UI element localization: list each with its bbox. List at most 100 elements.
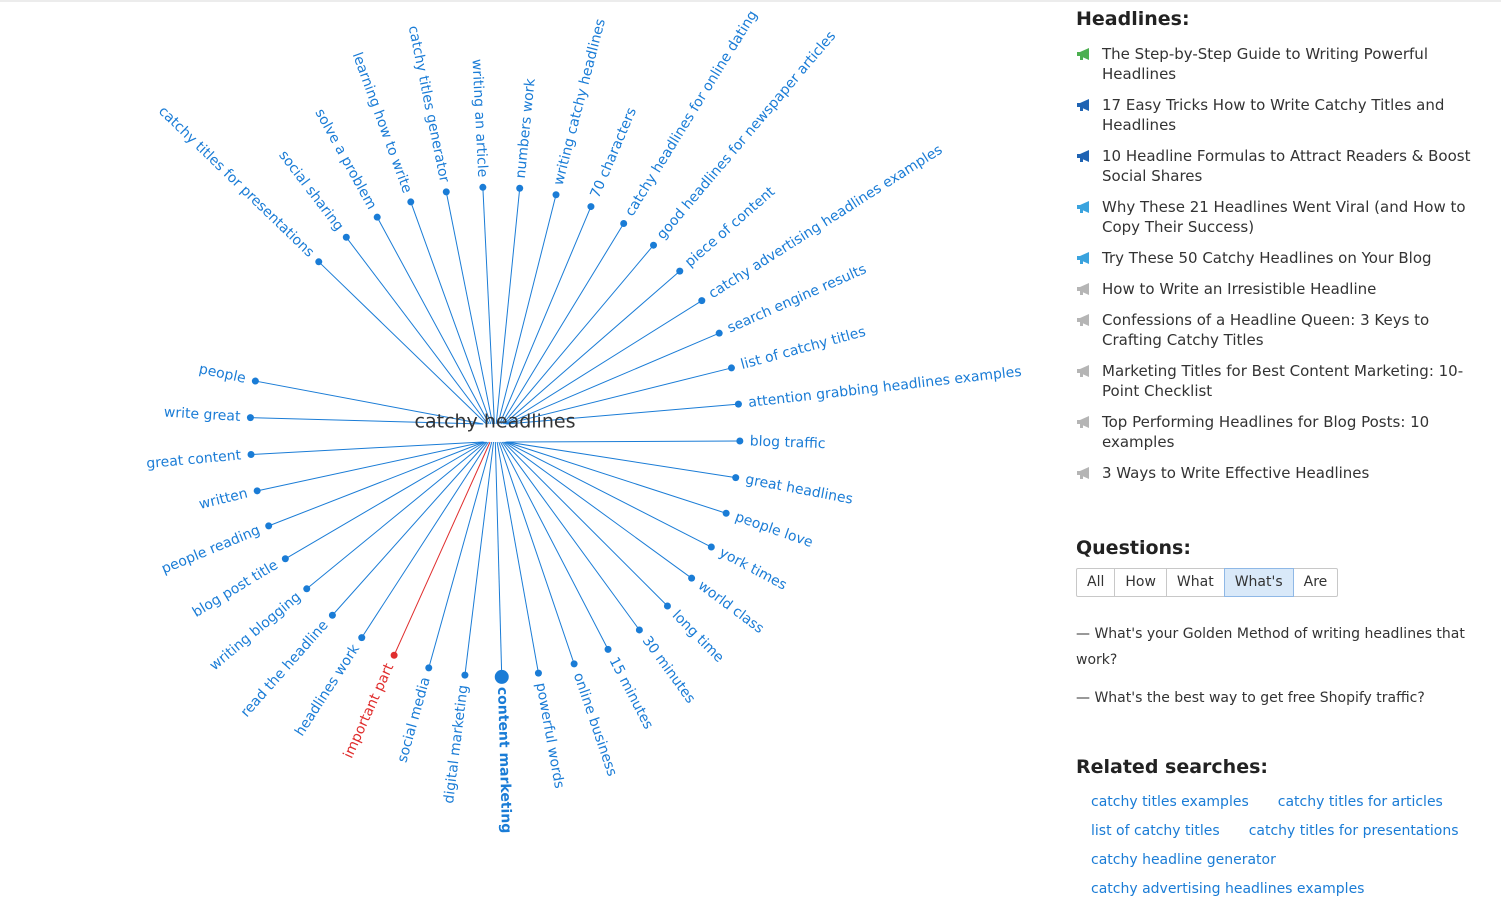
mindmap-node[interactable] [534, 669, 542, 677]
questions-panel: Questions: All How What What's Are — Wha… [1076, 537, 1476, 723]
headline-item[interactable]: 17 Easy Tricks How to Write Catchy Title… [1076, 95, 1476, 135]
mindmap-term[interactable]: world class [695, 578, 767, 637]
mindmap-node[interactable] [663, 602, 671, 610]
mindmap-node[interactable] [303, 585, 311, 593]
question-item[interactable]: — What's the best way to get free Shopif… [1076, 690, 1425, 706]
mindmap-node[interactable] [479, 183, 487, 191]
mindmap-term[interactable]: attention grabbing headlines examples [747, 364, 1022, 411]
mindmap-term[interactable]: blog traffic [750, 433, 826, 452]
mindmap-node[interactable] [727, 364, 735, 372]
mindmap-term[interactable]: great headlines [744, 472, 854, 508]
mindmap-node[interactable] [732, 474, 740, 482]
mindmap-term[interactable]: digital marketing [441, 684, 472, 804]
tab-all[interactable]: All [1076, 568, 1116, 597]
tab-how[interactable]: How [1114, 568, 1167, 597]
headline-item[interactable]: Confessions of a Headline Queen: 3 Keys … [1076, 310, 1476, 350]
mindmap-term[interactable]: 70 characters [587, 105, 640, 200]
mindmap-node[interactable] [251, 377, 259, 385]
mindmap-term[interactable]: catchy titles for presentations [155, 103, 317, 260]
mindmap-term[interactable]: written [197, 485, 249, 512]
mindmap-node[interactable] [604, 645, 612, 653]
mindmap-term[interactable]: people love [733, 509, 815, 551]
related-link[interactable]: list of catchy titles [1091, 823, 1220, 839]
mindmap-term[interactable]: important part [341, 661, 398, 761]
mindmap-term[interactable]: online business [570, 671, 620, 779]
mindmap-node[interactable] [676, 267, 684, 275]
mindmap-node[interactable] [715, 329, 723, 337]
related-link[interactable]: catchy titles for articles [1277, 794, 1443, 810]
mindmap-node[interactable] [635, 626, 643, 634]
mindmap-term[interactable]: numbers work [513, 77, 539, 179]
mindmap-term[interactable]: catchy titles generator [405, 24, 452, 184]
mindmap-node[interactable] [570, 660, 578, 668]
mindmap-node[interactable] [516, 184, 524, 192]
mindmap-term[interactable]: 30 minutes [639, 633, 698, 706]
mindmap-node[interactable] [552, 191, 560, 199]
blue-megaphone-icon [1077, 99, 1089, 111]
mindmap-node[interactable] [650, 241, 658, 249]
mindmap-term[interactable]: long time [669, 608, 727, 666]
related-link[interactable]: catchy titles for presentations [1248, 823, 1459, 839]
headline-item[interactable]: Top Performing Headlines for Blog Posts:… [1076, 412, 1476, 452]
mindmap-term[interactable]: 15 minutes [606, 655, 657, 732]
related-link[interactable]: catchy headline generator [1091, 852, 1276, 868]
mindmap-node[interactable] [358, 634, 366, 642]
mindmap-node[interactable] [442, 188, 450, 196]
mindmap-spoke [503, 441, 668, 607]
mindmap-term[interactable]: writing catchy headlines [551, 17, 609, 187]
mindmap-node[interactable] [246, 414, 254, 422]
mindmap-node[interactable] [461, 671, 469, 679]
mindmap-node[interactable] [587, 203, 595, 211]
mindmap-term[interactable]: york times [716, 545, 789, 594]
mindmap-spoke [445, 191, 494, 425]
tab-are[interactable]: Are [1292, 568, 1339, 597]
mindmap-node[interactable] [281, 555, 289, 563]
headline-item[interactable]: Why These 21 Headlines Went Viral (and H… [1076, 197, 1476, 237]
mindmap-term[interactable]: powerful words [532, 682, 567, 790]
mindmap-spoke [496, 441, 539, 674]
related-link[interactable]: catchy advertising headlines examples [1091, 881, 1365, 897]
mindmap-spoke [410, 201, 492, 425]
tab-whats[interactable]: What's [1223, 568, 1294, 597]
gray-megaphone-icon [1077, 416, 1089, 428]
headline-item[interactable]: 3 Ways to Write Effective Headlines [1076, 463, 1476, 483]
mindmap-term[interactable]: write great [163, 405, 241, 426]
mindmap-node[interactable] [407, 198, 415, 206]
question-item[interactable]: — What's your Golden Method of writing h… [1076, 626, 1465, 668]
mindmap-term[interactable]: writing an article [468, 59, 490, 178]
headline-item[interactable]: Try These 50 Catchy Headlines on Your Bl… [1076, 248, 1476, 268]
mindmap-term[interactable]: people reading [159, 522, 262, 577]
mindmap-node[interactable] [698, 297, 706, 305]
headline-item[interactable]: How to Write an Irresistible Headline [1076, 279, 1476, 299]
tab-what[interactable]: What [1165, 568, 1225, 597]
mindmap-node[interactable] [328, 611, 336, 619]
mindmap-node[interactable] [253, 487, 261, 495]
mindmap-node[interactable] [734, 400, 742, 408]
mindmap-term[interactable]: social media [395, 675, 434, 764]
mindmap-node[interactable] [620, 220, 628, 228]
mindmap-node[interactable] [707, 543, 715, 551]
mindmap-node[interactable] [722, 509, 730, 517]
mindmap-term[interactable]: people [197, 361, 247, 387]
mindmap-term[interactable]: content marketing [494, 687, 514, 834]
mindmap-node[interactable] [390, 651, 398, 659]
green-megaphone-icon [1077, 48, 1089, 60]
mindmap-node[interactable] [247, 450, 255, 458]
mindmap-spoke [332, 441, 488, 616]
mindmap-node[interactable] [342, 233, 350, 241]
mindmap-node[interactable] [425, 664, 433, 672]
mindmap-node[interactable] [688, 574, 696, 582]
mindmap-node[interactable] [265, 522, 273, 530]
mindmap-node[interactable] [736, 437, 744, 445]
related-link[interactable]: catchy titles examples [1091, 794, 1249, 810]
mindmap-node[interactable] [373, 213, 381, 221]
mindmap-spoke [506, 441, 736, 479]
headline-item[interactable]: 10 Headline Formulas to Attract Readers … [1076, 146, 1476, 186]
headline-item[interactable]: Marketing Titles for Best Content Market… [1076, 361, 1476, 401]
headline-item[interactable]: The Step-by-Step Guide to Writing Powerf… [1076, 44, 1476, 84]
mindmap-node[interactable] [315, 258, 323, 266]
mindmap-node[interactable] [494, 669, 509, 684]
mindmap-term[interactable]: great content [146, 447, 243, 472]
mindmap-term[interactable]: list of catchy titles [739, 324, 867, 373]
mindmap-spoke [502, 244, 654, 425]
